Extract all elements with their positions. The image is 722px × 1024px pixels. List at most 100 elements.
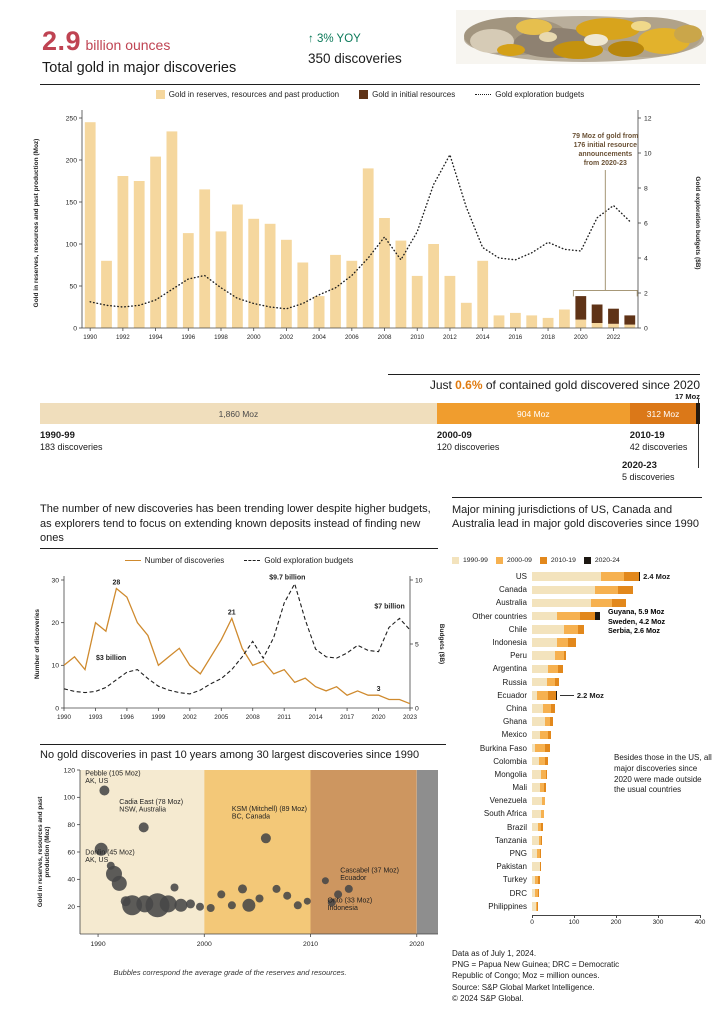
legend-swatch <box>495 557 503 564</box>
segment-1990-99 <box>532 875 536 885</box>
legend-item: Number of discoveries <box>124 556 225 565</box>
decade-band <box>204 770 311 934</box>
chart-label: 2011 <box>277 714 291 721</box>
legend-swatch <box>359 90 369 99</box>
budgets-line <box>63 582 411 695</box>
legend-label: Number of discoveries <box>144 556 225 565</box>
x-tick-label: 300 <box>652 918 664 926</box>
chart-label: 100 <box>66 241 78 248</box>
stack-title-suffix: of contained gold discovered since 2020 <box>482 378 700 392</box>
left-axis-label: Gold in reserves, resources and past pro… <box>33 139 40 308</box>
country-row: PNG <box>452 847 714 860</box>
initial-resources-bar <box>575 296 587 320</box>
chart-label: 2014 <box>309 714 324 721</box>
y-axis-label: production (Moz) <box>44 826 51 877</box>
reserves-bar <box>101 260 112 328</box>
bubble-sublabel: Indonesia <box>328 905 358 912</box>
segment-2000-09 <box>541 809 544 819</box>
country-label: DRC <box>509 888 527 898</box>
annotation-text: Sweden, 4.2 Moz <box>608 616 666 626</box>
segment-2000-09 <box>547 664 559 674</box>
segment-1990-99 <box>532 822 538 832</box>
segment-2010-19 <box>555 677 560 687</box>
reserves-bar <box>362 168 374 328</box>
chart-label: 1996 <box>181 334 195 341</box>
overflow-tick <box>698 399 699 403</box>
segment-1990-99 <box>532 849 538 858</box>
reserves-bar <box>526 315 538 328</box>
legend-swatch <box>539 557 547 564</box>
x-tick-label: 200 <box>610 918 622 926</box>
reserves-bar <box>411 275 423 328</box>
bubble-label: Cadia East (78 Moz) <box>119 799 183 806</box>
country-row: Mali <box>452 781 714 794</box>
country-row: Mexico <box>452 728 714 741</box>
country-label: Colombia <box>493 756 527 766</box>
legend-label: Gold in initial resources <box>372 90 456 99</box>
chart-label: 2008 <box>378 334 392 341</box>
country-row: Venezuela <box>452 794 714 807</box>
main-chart: 0 50 100 150 200 250 0 2 4 6 8 10 12 1990 1992 1994 1996… <box>26 102 706 375</box>
legend-label: Gold exploration budgets <box>495 90 585 99</box>
chart-label: 10 <box>415 577 423 584</box>
country-row: Turkey <box>452 873 714 886</box>
country-bar <box>532 572 641 581</box>
period-discoveries: 120 discoveries <box>436 442 500 452</box>
chart-label: 1993 <box>88 714 103 721</box>
annotation-text: Serbia, 2.6 Moz <box>608 626 660 636</box>
country-bar <box>532 677 560 687</box>
initial-resources-annotation: 176 initial resource <box>574 142 638 149</box>
country-label: Ghana <box>502 717 527 727</box>
country-legend: 1990-99 2000-09 2010-19 2020-24 <box>452 557 712 564</box>
chart-annotation: $7 billion <box>374 604 404 611</box>
bubble-sublabel: Ecuador <box>340 875 367 882</box>
discovery-bubble <box>283 891 292 900</box>
chart-label: 12 <box>644 115 652 122</box>
chart-label: 150 <box>66 199 78 206</box>
segment-1990-99 <box>532 572 602 581</box>
country-row: Tanzania <box>452 834 714 847</box>
segment-1990-99 <box>532 598 591 608</box>
footer-line: Source: S&P Global Market Intelligence. <box>452 982 595 992</box>
decade-band <box>310 770 417 934</box>
country-bar <box>532 691 557 700</box>
reserves-bar <box>428 244 439 328</box>
country-row: Colombia <box>452 755 714 768</box>
x-tick <box>574 914 575 918</box>
country-row: Mongolia <box>452 768 714 781</box>
chart-label: 2018 <box>541 334 555 341</box>
x-tick <box>658 914 659 918</box>
chart-annotation: 3 <box>377 686 381 693</box>
reserves-bar <box>182 233 194 328</box>
segment-2000-09 <box>540 730 548 740</box>
decade-band <box>416 770 438 934</box>
period-segment-2010-19: 312 Moz <box>629 403 697 424</box>
chart-label: 1992 <box>116 334 130 341</box>
chart-label: 40 <box>67 877 75 884</box>
legend-swatch <box>475 94 492 95</box>
discovery-bubble <box>196 902 204 911</box>
bubble-sublabel: BC, Canada <box>232 814 270 821</box>
discovery-bubble <box>206 904 215 912</box>
period-label: 2020-23 5 discoveries <box>622 460 675 482</box>
segment-2010-19 <box>580 611 595 621</box>
divider <box>452 497 702 498</box>
country-label: Ecuador <box>497 690 527 700</box>
reserves-bar <box>379 218 390 328</box>
annotation-text: Guyana, 5.9 Moz <box>608 607 665 616</box>
reserves-bar <box>248 218 260 328</box>
discovery-bubble <box>255 894 264 903</box>
chart-label: 2004 <box>312 334 326 341</box>
stack-title-prefix: Just <box>429 378 456 392</box>
segment-1990-99 <box>532 809 542 819</box>
country-bar <box>532 611 601 621</box>
chart-label: 0 <box>415 705 419 712</box>
country-row: Pakistan <box>452 860 714 873</box>
country-bar <box>532 638 577 647</box>
chart-label: 0 <box>73 325 77 332</box>
segment-1990-99 <box>532 585 595 595</box>
discovery-bubble-labeled <box>334 890 343 899</box>
country-label: Indonesia <box>492 638 527 648</box>
reserves-bar <box>624 324 636 328</box>
segment-1990-99 <box>532 717 546 726</box>
